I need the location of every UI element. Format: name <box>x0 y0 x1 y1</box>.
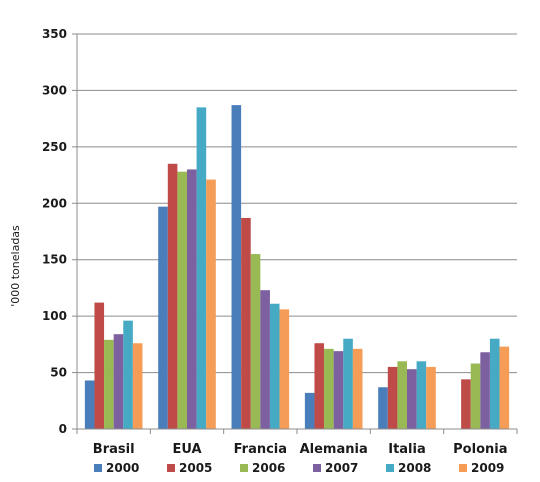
bar-polonia-2008 <box>489 338 500 429</box>
bar-brasil-2007 <box>113 334 124 429</box>
bar-italia-2009 <box>426 366 436 429</box>
y-tick-label: 50 <box>50 366 67 380</box>
bar-alemania-2007 <box>333 351 344 429</box>
x-tick-label: Brasil <box>93 442 135 457</box>
legend-swatch-2005 <box>167 464 175 472</box>
axes <box>72 33 518 434</box>
bar-francia-2005 <box>241 217 251 429</box>
bar-polonia-2009 <box>499 346 510 429</box>
bars <box>84 105 510 430</box>
bar-brasil-2005 <box>94 302 105 429</box>
x-tick-label: Italia <box>388 442 426 457</box>
legend: 2000 2005 2006 2007 2008 2009 <box>94 461 504 475</box>
y-tick-label: 150 <box>42 253 67 267</box>
x-tick-label: Francia <box>234 442 287 457</box>
legend-swatch-2009 <box>459 464 467 472</box>
y-tick-label: 350 <box>42 27 67 41</box>
bar-francia-2008 <box>269 303 280 429</box>
bar-alemania-2005 <box>314 343 325 429</box>
bar-eua-2006 <box>177 171 187 429</box>
bar-francia-2000 <box>231 105 242 429</box>
bar-brasil-2009 <box>132 343 143 429</box>
legend-label-2000: 2000 <box>106 461 139 475</box>
y-tick-label: 250 <box>42 140 67 154</box>
y-axis-label: '000 toneladas <box>9 225 22 307</box>
x-tick-label: Alemania <box>300 442 368 457</box>
legend-swatch-2006 <box>240 464 248 472</box>
bar-alemania-2009 <box>352 348 363 429</box>
y-tick-label: 300 <box>42 83 67 97</box>
bar-eua-2007 <box>187 169 197 429</box>
bar-polonia-2007 <box>480 352 490 429</box>
bar-eua-2009 <box>206 179 216 429</box>
legend-label-2008: 2008 <box>398 461 431 475</box>
bar-polonia-2006 <box>470 363 481 429</box>
bar-italia-2007 <box>407 369 417 429</box>
legend-swatch-2007 <box>313 464 321 472</box>
y-tick-label: 100 <box>42 309 67 323</box>
bar-eua-2005 <box>167 163 178 430</box>
x-tick-label: EUA <box>172 442 201 457</box>
tick-labels: 0 50 100 150 200 250 300 350 Brasil EUA Francia Ale… <box>42 27 508 457</box>
gridlines <box>77 33 517 374</box>
bar-brasil-2000 <box>84 380 95 429</box>
y-tick-label: 0 <box>59 422 67 436</box>
legend-swatch-2008 <box>386 464 394 472</box>
bar-eua-2000 <box>158 206 168 429</box>
bar-italia-2000 <box>378 387 388 429</box>
bar-italia-2006 <box>397 361 407 429</box>
x-tick-label: Polonia <box>453 442 507 457</box>
bar-eua-2008 <box>196 107 207 430</box>
bar-alemania-2006 <box>324 348 334 429</box>
legend-label-2006: 2006 <box>252 461 285 475</box>
bar-francia-2009 <box>279 309 290 429</box>
bar-italia-2008 <box>416 361 427 429</box>
bar-brasil-2006 <box>104 339 114 429</box>
bar-francia-2007 <box>260 290 270 429</box>
legend-swatch-2000 <box>94 464 102 472</box>
bar-polonia-2005 <box>461 379 471 429</box>
legend-label-2005: 2005 <box>179 461 212 475</box>
bar-francia-2006 <box>250 254 261 429</box>
bar-alemania-2008 <box>343 338 353 429</box>
bar-brasil-2008 <box>123 320 133 429</box>
legend-label-2009: 2009 <box>471 461 504 475</box>
bar-italia-2005 <box>387 366 398 429</box>
y-tick-label: 200 <box>42 196 67 210</box>
legend-label-2007: 2007 <box>325 461 358 475</box>
bar-alemania-2000 <box>304 392 315 429</box>
